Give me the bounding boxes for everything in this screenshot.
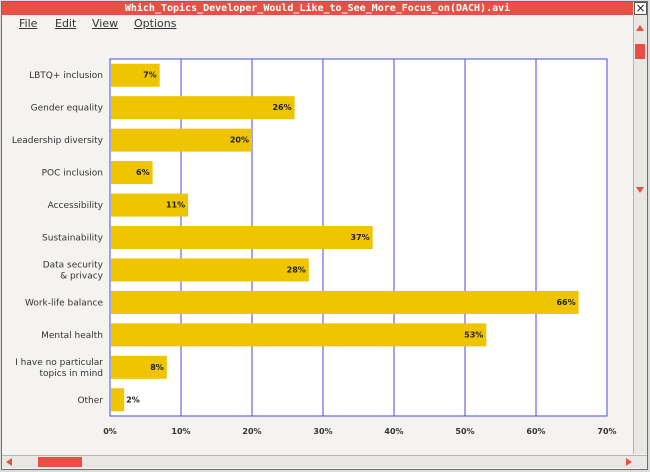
category-label: Mental health [41,331,103,341]
x-tick-label: 10% [171,427,190,436]
scroll-right-arrow-icon[interactable] [626,458,632,466]
menu-file[interactable]: File [19,17,38,30]
horizontal-scroll-thumb[interactable] [38,457,82,467]
window-title: Which_Topics_Developer_Would_Like_to_See… [2,2,633,15]
bar-value-label: 28% [287,265,306,274]
scroll-left-arrow-icon[interactable] [6,458,12,466]
bar [111,290,579,314]
scroll-up-arrow-icon[interactable] [636,25,644,31]
x-tick-label: 30% [313,427,332,436]
bar-value-label: 6% [136,168,150,177]
category-label: Work-life balance [25,298,104,308]
menu-bar: File Edit View Options [2,15,633,33]
bar [111,388,125,412]
category-label: POC inclusion [42,169,103,179]
bar-value-label: 7% [143,71,157,80]
bar-value-label: 66% [556,298,575,307]
x-tick-label: 40% [384,427,403,436]
horizontal-scrollbar[interactable] [2,455,647,468]
category-label: LBTQ+ inclusion [29,71,103,81]
bar [111,323,487,347]
category-label: I have no particular topics in mind [15,358,103,379]
bar-value-label: 8% [150,363,164,372]
x-tick-label: 20% [242,427,261,436]
vertical-scroll-thumb[interactable] [635,44,645,59]
close-icon[interactable]: × [634,1,647,15]
bar-value-label: 53% [464,330,483,339]
category-label: Other [77,396,103,406]
bar [111,96,295,120]
category-label: Leadership diversity [12,136,104,146]
bar-value-label: 37% [351,233,370,242]
bar-value-label: 20% [230,136,249,145]
bar [111,193,189,217]
plot-frame [109,58,608,417]
x-tick-label: 50% [455,427,474,436]
bar [111,128,252,152]
menu-edit[interactable]: Edit [55,17,77,30]
bar [111,63,160,87]
bar [111,355,167,379]
category-label: Sustainability [42,234,104,244]
bar [111,226,373,249]
x-tick-label: 0% [103,427,117,436]
bar-chart: 0% 10% 20% 30% 40% 50% 60% 70% 7% LBTQ+ inclusion… [12,58,617,436]
menu-options[interactable]: Options [134,17,177,30]
x-tick-label: 60% [526,427,545,436]
scroll-down-arrow-icon[interactable] [636,187,644,193]
bar [111,258,309,282]
category-label: Accessibility [48,201,104,211]
vertical-scrollbar[interactable] [633,15,647,454]
x-tick-label: 70% [597,427,616,436]
bar-value-label: 2% [126,395,140,404]
category-label: Gender equality [31,104,104,114]
bar [111,161,153,185]
bar-value-label: 26% [272,103,291,112]
category-label: Data security & privacy [43,260,104,281]
bar-value-label: 11% [166,201,185,210]
menu-view[interactable]: View [92,17,119,30]
